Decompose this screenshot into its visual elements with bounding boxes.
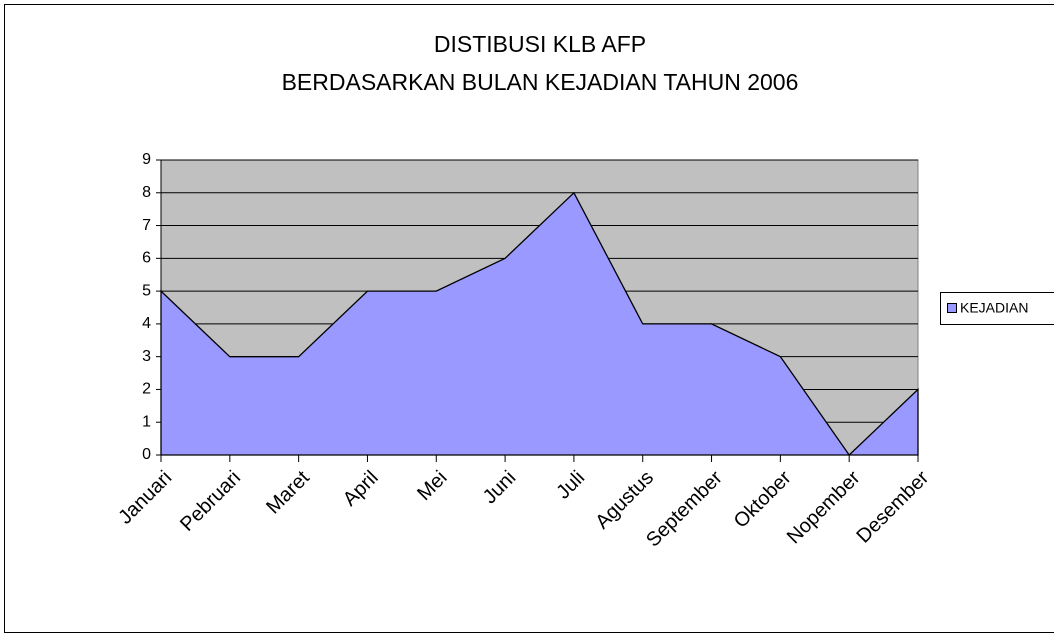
y-tick-label: 9 [142,151,151,168]
y-tick-label: 8 [142,184,151,201]
legend-box [940,292,1054,325]
chart-title: BERDASARKAN BULAN KEJADIAN TAHUN 2006 [282,69,799,95]
legend-label: KEJADIAN [960,300,1028,316]
y-tick-label: 3 [142,348,151,365]
y-tick-label: 6 [142,250,151,267]
y-tick-label: 1 [142,413,151,430]
y-tick-label: 5 [142,282,151,299]
y-tick-label: 7 [142,217,151,234]
y-tick-label: 0 [142,446,151,463]
y-tick-label: 2 [142,381,151,398]
area [160,191,919,456]
legend-swatch [947,303,957,313]
y-tick-label: 4 [142,315,151,332]
chart-title: DISTIBUSI KLB AFP [434,31,646,57]
